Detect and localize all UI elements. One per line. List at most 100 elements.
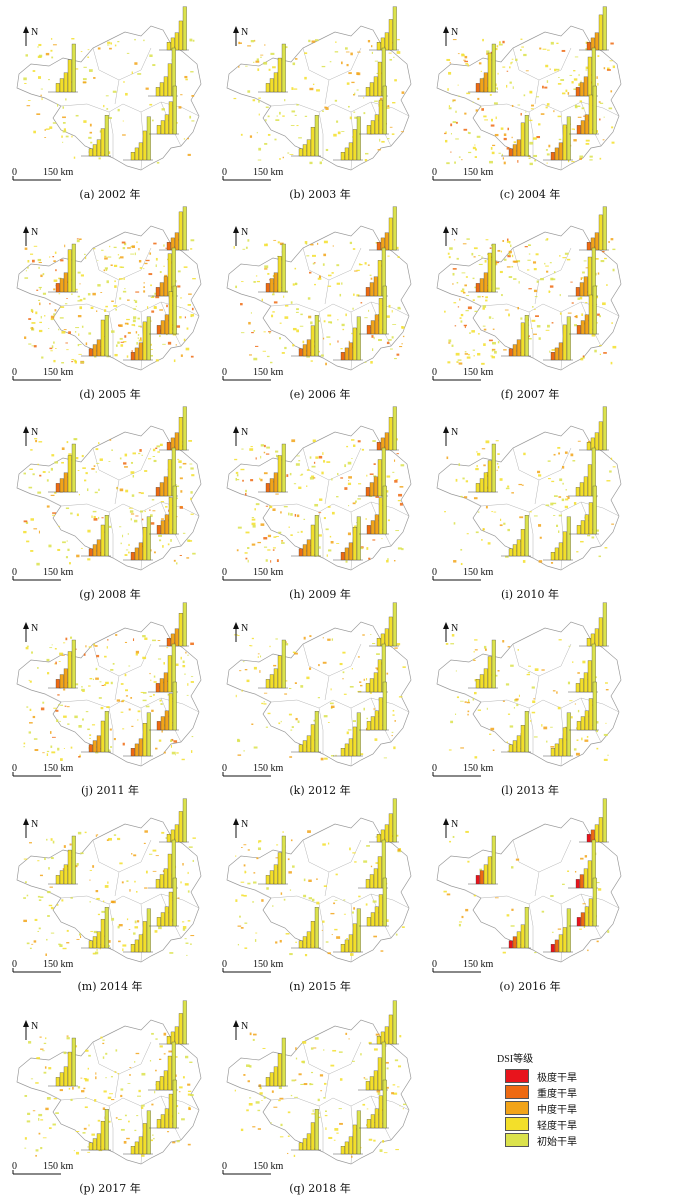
drought-patch — [257, 1109, 261, 1112]
drought-patch — [369, 692, 372, 694]
drought-map: N0 150 km — [432, 602, 622, 777]
drought-patch — [585, 142, 590, 145]
drought-patch — [98, 516, 100, 520]
drought-patch — [38, 899, 42, 901]
drought-patch — [265, 559, 268, 562]
drought-patch — [24, 247, 28, 250]
drought-patch — [395, 834, 399, 837]
drought-patch — [157, 640, 161, 641]
inset-bar — [365, 1081, 370, 1091]
drought-patch — [92, 510, 97, 513]
drought-patch — [113, 246, 117, 249]
drought-patch — [138, 325, 142, 328]
county-boundary — [254, 497, 272, 507]
drought-patch — [81, 454, 84, 458]
drought-patch — [493, 511, 497, 513]
drought-patch — [179, 1086, 183, 1089]
drought-patch — [503, 137, 507, 141]
drought-patch — [78, 725, 82, 728]
drought-patch — [159, 271, 162, 274]
drought-patch — [78, 493, 80, 496]
drought-patch — [506, 914, 510, 917]
drought-patch — [64, 303, 68, 305]
drought-patch — [54, 491, 57, 494]
drought-patch — [392, 56, 395, 58]
drought-patch — [103, 104, 105, 108]
drought-patch — [284, 99, 286, 102]
drought-patch — [191, 120, 195, 122]
drought-patch — [261, 899, 264, 902]
drought-patch — [245, 557, 248, 560]
drought-patch — [349, 847, 351, 851]
drought-patch — [180, 297, 183, 299]
inset-bar — [310, 325, 315, 357]
drought-patch — [111, 1099, 115, 1101]
drought-patch — [610, 457, 613, 460]
drought-patch — [457, 84, 459, 86]
drought-patch — [152, 870, 157, 872]
drought-patch — [321, 159, 324, 161]
inset-bar-chart — [48, 43, 78, 93]
drought-patch — [578, 83, 581, 87]
drought-patch — [402, 335, 405, 338]
drought-patch — [264, 444, 266, 448]
drought-patch — [585, 302, 588, 304]
drought-patch — [190, 467, 194, 470]
drought-patch — [136, 241, 138, 244]
drought-patch — [507, 528, 510, 532]
inset-bar — [374, 710, 379, 731]
drought-patch — [255, 275, 258, 277]
drought-patch — [318, 512, 322, 514]
drought-patch — [30, 327, 33, 329]
drought-patch — [344, 487, 348, 490]
drought-patch — [454, 325, 457, 327]
panel-caption: (k) 2012 年 — [289, 784, 351, 797]
drought-patch — [558, 514, 562, 517]
drought-patch — [263, 546, 268, 548]
drought-patch — [55, 1112, 59, 1114]
drought-patch — [253, 666, 257, 670]
inset-bar — [388, 813, 393, 843]
drought-patch — [396, 51, 401, 54]
inset-bar — [134, 547, 139, 561]
drought-patch — [595, 721, 599, 724]
scale-distance: 150 km — [253, 367, 284, 378]
drought-patch — [118, 940, 121, 943]
drought-patch — [238, 65, 240, 68]
drought-patch — [52, 44, 57, 46]
inset-bar — [575, 879, 580, 889]
drought-patch — [252, 524, 256, 528]
drought-patch — [599, 157, 602, 160]
drought-patch — [58, 328, 60, 331]
drought-patch — [466, 238, 470, 240]
drought-patch — [87, 293, 91, 296]
drought-patch — [292, 344, 295, 347]
drought-patch — [95, 448, 99, 451]
drought-patch — [28, 318, 32, 320]
drought-patch — [448, 342, 451, 344]
drought-patch — [25, 270, 27, 272]
drought-patch — [119, 337, 123, 340]
scale-distance: 150 km — [253, 763, 284, 774]
drought-patch — [155, 447, 158, 450]
scale-zero: 0 — [222, 567, 227, 578]
drought-patch — [494, 260, 497, 264]
county-boundary — [528, 707, 534, 754]
county-boundary — [108, 511, 114, 558]
drought-patch — [50, 838, 53, 841]
drought-patch — [545, 149, 548, 151]
drought-patch — [190, 71, 194, 73]
drought-patch — [38, 43, 42, 47]
drought-patch — [110, 746, 113, 748]
drought-patch — [102, 1042, 105, 1045]
drought-patch — [59, 944, 63, 947]
drought-patch — [462, 477, 465, 480]
drought-patch — [513, 141, 517, 144]
drought-patch — [603, 116, 605, 118]
drought-patch — [105, 305, 108, 308]
drought-patch — [50, 49, 53, 52]
drought-patch — [274, 138, 277, 141]
drought-patch — [558, 452, 561, 455]
drought-patch — [105, 681, 109, 685]
inset-bar — [356, 712, 361, 757]
